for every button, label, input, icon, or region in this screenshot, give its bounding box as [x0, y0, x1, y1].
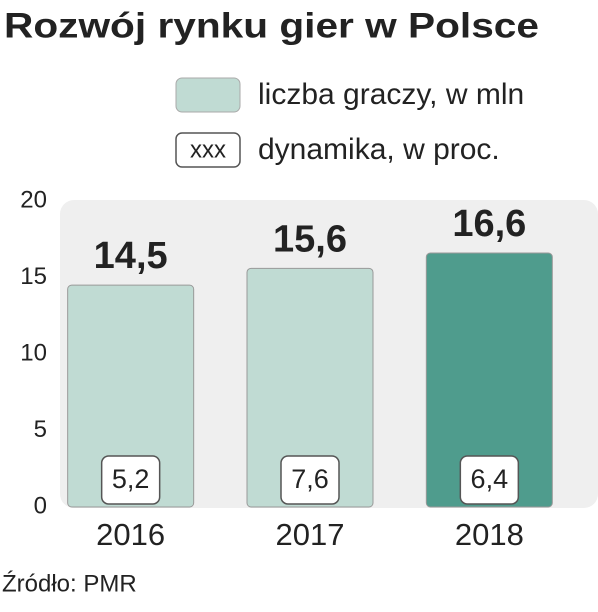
dynamics-box	[280, 455, 340, 505]
y-tick-label: 15	[20, 263, 47, 290]
y-tick-label: 20	[20, 186, 47, 213]
value-label: 16,6	[452, 203, 526, 245]
value-label: 14,5	[94, 235, 168, 277]
dynamics-label: 6,4	[471, 464, 509, 494]
y-tick-label: 10	[20, 339, 47, 366]
bar	[67, 284, 195, 508]
dynamics-box	[459, 455, 520, 505]
x-tick-label: 2016	[96, 517, 165, 552]
x-tick-label: 2017	[276, 517, 345, 552]
y-tick-label: 5	[34, 416, 47, 443]
legend-swatch	[175, 132, 241, 168]
legend-swatch	[175, 77, 241, 113]
x-tick-label: 2018	[455, 517, 524, 552]
dynamics-box	[100, 455, 161, 505]
dynamics-label: 5,2	[112, 464, 150, 494]
bar	[246, 267, 374, 508]
legend-swatch-text: xxx	[190, 136, 226, 163]
chart-title: Rozwój rynku gier w Polsce	[4, 6, 539, 45]
dynamics-label: 7,6	[291, 464, 329, 494]
source: Źródło: PMR	[2, 570, 137, 597]
bar	[425, 252, 553, 508]
y-tick-label: 0	[34, 492, 47, 519]
legend-label: dynamika, w proc.	[258, 133, 500, 166]
legend-label: liczba graczy, w mln	[258, 78, 524, 111]
value-label: 15,6	[273, 218, 347, 260]
